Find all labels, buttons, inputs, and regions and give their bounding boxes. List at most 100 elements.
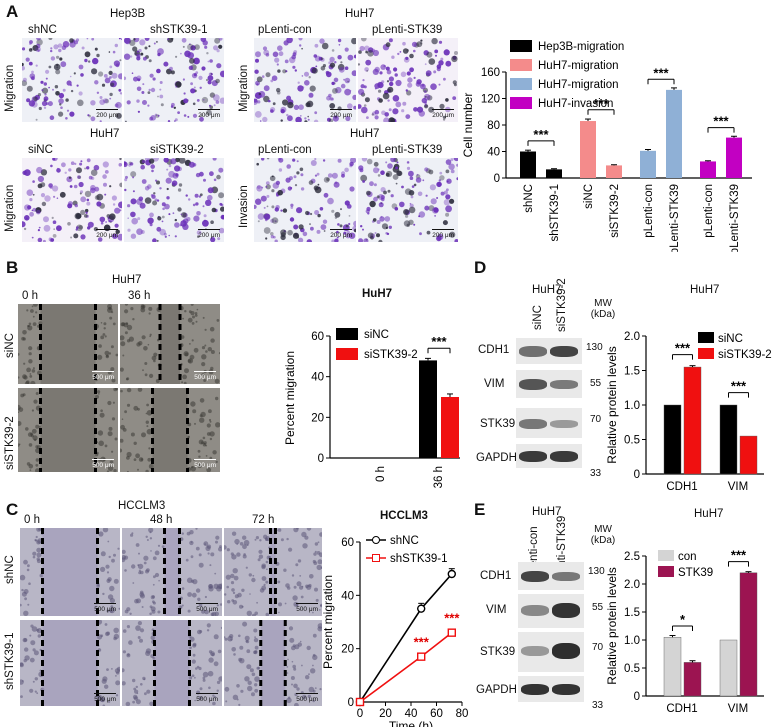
stain-dot (218, 38, 223, 41)
stain-dot (436, 67, 441, 72)
stain-dot (362, 180, 365, 183)
cell-texture (24, 647, 29, 652)
cell-texture (97, 430, 104, 436)
stain-dot (190, 88, 196, 94)
stain-dot (317, 213, 321, 218)
stain-dot (341, 173, 345, 178)
cell-texture (208, 584, 213, 589)
stain-dot (402, 48, 409, 54)
micrograph-plenti-stk39-invasion: 200 μm (358, 158, 458, 242)
cell-texture (296, 687, 300, 691)
stain-dot (373, 196, 378, 202)
cell-texture (278, 611, 280, 614)
stain-dot (365, 50, 368, 54)
stain-dot (395, 182, 398, 185)
stain-dot (129, 39, 136, 46)
stain-dot (180, 213, 183, 216)
stain-dot (351, 38, 356, 45)
stain-dot (87, 114, 90, 117)
chart-d-title: HuH7 (690, 284, 720, 296)
cell-texture (110, 367, 115, 372)
cell-texture (109, 585, 115, 592)
stain-dot (439, 175, 445, 181)
stain-dot (299, 44, 302, 47)
stain-dot (160, 103, 164, 107)
stain-dot (396, 161, 399, 164)
x-tick-label: 80 (456, 708, 469, 720)
stain-dot (119, 59, 122, 62)
stain-dot (188, 65, 194, 70)
stain-dot (48, 86, 50, 89)
stain-dot (280, 209, 283, 212)
x-tick-label-plenti-con: pLenti-con (643, 184, 655, 238)
cell-texture (209, 375, 212, 378)
panel-label-e: E (474, 500, 486, 519)
cell-texture (189, 343, 191, 345)
cell-texture (32, 648, 36, 652)
stain-dot (277, 158, 282, 161)
stain-dot (443, 49, 450, 56)
stain-dot (331, 239, 335, 242)
stain-dot (219, 70, 224, 78)
blot-vim (516, 370, 582, 398)
stain-dot (291, 54, 296, 60)
cell-texture (180, 335, 185, 339)
cell-texture (224, 686, 230, 692)
stain-dot (45, 77, 48, 80)
cell-texture (254, 538, 257, 541)
timepoint-36h: 36 h (128, 290, 151, 302)
stain-dot (308, 76, 311, 79)
stain-dot (206, 52, 209, 55)
stain-dot (50, 164, 53, 168)
stain-dot (450, 169, 455, 174)
cell-texture (135, 453, 140, 459)
stain-dot (172, 212, 175, 215)
cell-texture (139, 628, 145, 633)
stain-dot (127, 204, 131, 208)
stain-dot (261, 158, 265, 161)
stain-dot (132, 46, 138, 52)
cell-texture (216, 604, 219, 607)
stain-dot (32, 193, 35, 196)
stain-dot (446, 178, 452, 184)
cell-texture (239, 542, 244, 546)
cell-texture (265, 612, 270, 616)
wound-gap (270, 528, 276, 616)
stain-dot (338, 66, 345, 73)
stain-dot (401, 185, 404, 189)
stain-dot (314, 174, 318, 177)
stain-dot (111, 72, 118, 79)
cell-texture (233, 575, 239, 581)
stain-dot (174, 218, 177, 222)
cell-texture (29, 688, 34, 693)
cell-texture (208, 418, 212, 422)
cell-texture (301, 531, 307, 538)
cell-texture (103, 327, 106, 330)
cell-texture (319, 609, 321, 611)
stain-dot (265, 53, 270, 57)
stain-dot (327, 117, 331, 122)
stain-dot (43, 82, 47, 86)
wound-image-sinc-0h: 500 μm (18, 304, 118, 384)
stain-dot (378, 239, 383, 242)
cell-texture (116, 666, 120, 672)
stain-dot (166, 187, 169, 191)
cell-texture (258, 549, 263, 554)
cell-texture (233, 653, 236, 656)
cell-texture (130, 533, 134, 537)
stain-dot (35, 46, 41, 53)
cell-texture (203, 441, 207, 445)
cell-texture (278, 602, 282, 607)
stain-dot (165, 177, 172, 184)
cell-texture (306, 528, 312, 531)
cell-texture (210, 552, 215, 557)
stain-dot (310, 212, 313, 216)
cell-texture (194, 422, 196, 425)
stain-dot (261, 75, 265, 78)
cell-texture (143, 555, 149, 561)
legend-label: HuH7-migration (538, 60, 619, 72)
cell-texture (146, 689, 151, 694)
cell-texture (31, 626, 38, 632)
cell-texture (124, 331, 128, 335)
stain-dot (149, 116, 154, 121)
